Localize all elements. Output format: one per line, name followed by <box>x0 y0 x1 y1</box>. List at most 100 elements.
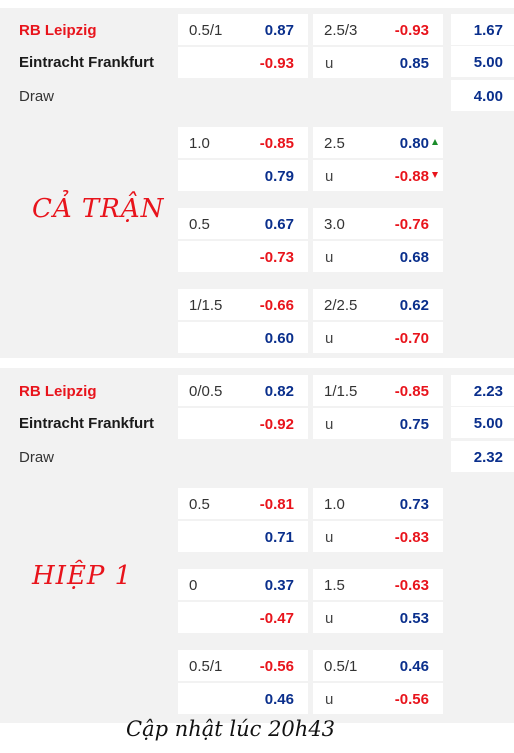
1x2-draw-odds[interactable]: 2.32 <box>473 449 503 466</box>
home-team-name[interactable]: RB Leipzig <box>19 22 97 39</box>
handicap-away-odds[interactable]: 0.60 <box>264 330 294 347</box>
handicap-home-odds[interactable]: -0.66 <box>259 297 294 314</box>
over-odds[interactable]: -0.85 <box>394 383 429 400</box>
handicap-home-odds[interactable]: -0.81 <box>259 496 294 513</box>
handicap-cell <box>178 569 308 600</box>
handicap-line: 0.5 <box>189 216 210 233</box>
under-odds[interactable]: -0.83 <box>394 529 429 546</box>
over-under-line: 1.0 <box>324 496 345 513</box>
under-odds[interactable]: -0.88 <box>394 168 429 185</box>
handicap-away-odds[interactable]: -0.93 <box>259 55 294 72</box>
handicap-line: 1.0 <box>189 135 210 152</box>
over-under-cell <box>313 14 443 45</box>
over-odds[interactable]: 0.73 <box>399 496 429 513</box>
handicap-cell <box>178 683 308 714</box>
handicap-away-odds[interactable]: -0.47 <box>259 610 294 627</box>
under-odds[interactable]: -0.56 <box>394 691 429 708</box>
1x2-cell <box>451 14 514 45</box>
over-under-cell <box>313 375 443 406</box>
handicap-home-odds[interactable]: 0.87 <box>264 22 294 39</box>
update-time-footer: Cập nhật lúc 20h43 <box>126 717 336 741</box>
under-label: u <box>325 691 334 708</box>
handicap-away-odds[interactable]: -0.73 <box>259 249 294 266</box>
home-team-name[interactable]: RB Leipzig <box>19 383 97 400</box>
under-odds[interactable]: 0.75 <box>399 416 429 433</box>
1x2-cell <box>451 46 514 77</box>
over-under-cell <box>313 241 443 272</box>
over-under-cell <box>313 127 443 158</box>
over-under-cell <box>313 683 443 714</box>
under-label: u <box>325 168 334 185</box>
over-odds[interactable]: -0.63 <box>394 577 429 594</box>
1x2-away-odds[interactable]: 5.00 <box>473 54 503 71</box>
over-under-line: 1.5 <box>324 577 345 594</box>
handicap-line: 0.5/1 <box>189 658 223 675</box>
handicap-cell <box>178 160 308 191</box>
over-under-line: 0.5/1 <box>324 658 358 675</box>
over-under-line: 1/1.5 <box>324 383 358 400</box>
handicap-cell <box>178 375 308 406</box>
handicap-away-odds[interactable]: 0.46 <box>264 691 294 708</box>
handicap-cell <box>178 47 308 78</box>
1x2-cell <box>451 375 514 406</box>
handicap-cell <box>178 208 308 239</box>
handicap-line: 0/0.5 <box>189 383 223 400</box>
under-odds[interactable]: 0.53 <box>399 610 429 627</box>
full-time-section: RB Leipzig Eintracht Frankfurt Draw CẢ T… <box>0 8 514 358</box>
handicap-line: 1/1.5 <box>189 297 223 314</box>
over-under-cell <box>313 208 443 239</box>
handicap-line: 0.5 <box>189 496 210 513</box>
under-label: u <box>325 330 334 347</box>
over-odds[interactable]: 0.62 <box>399 297 429 314</box>
1x2-draw-odds[interactable]: 4.00 <box>473 88 503 105</box>
1x2-cell <box>451 441 514 472</box>
over-odds[interactable]: 0.46 <box>399 658 429 675</box>
1x2-home-odds[interactable]: 2.23 <box>473 383 503 400</box>
1x2-away-odds[interactable]: 5.00 <box>473 415 503 432</box>
handicap-cell <box>178 14 308 45</box>
handicap-away-odds[interactable]: 0.79 <box>264 168 294 185</box>
under-odds[interactable]: 0.85 <box>399 55 429 72</box>
over-under-line: 3.0 <box>324 216 345 233</box>
under-odds[interactable]: 0.68 <box>399 249 429 266</box>
away-team-name[interactable]: Eintracht Frankfurt <box>19 415 155 432</box>
over-under-line: 2/2.5 <box>324 297 358 314</box>
over-odds[interactable]: -0.93 <box>394 22 429 39</box>
under-odds[interactable]: -0.70 <box>394 330 429 347</box>
handicap-line: 0.5/1 <box>189 22 223 39</box>
handicap-home-odds[interactable]: 0.37 <box>264 577 294 594</box>
handicap-cell <box>178 289 308 320</box>
over-under-cell <box>313 47 443 78</box>
handicap-cell <box>178 602 308 633</box>
handicap-cell <box>178 241 308 272</box>
handicap-away-odds[interactable]: -0.92 <box>259 416 294 433</box>
handicap-cell <box>178 408 308 439</box>
handicap-cell <box>178 488 308 519</box>
under-label: u <box>325 55 334 72</box>
handicap-home-odds[interactable]: 0.67 <box>264 216 294 233</box>
handicap-line: 0 <box>189 577 198 594</box>
period-label-first-half: HIỆP 1 <box>32 561 133 591</box>
under-label: u <box>325 416 334 433</box>
1x2-home-odds[interactable]: 1.67 <box>473 22 503 39</box>
handicap-home-odds[interactable]: -0.56 <box>259 658 294 675</box>
handicap-home-odds[interactable]: 0.82 <box>264 383 294 400</box>
1x2-cell <box>451 407 514 438</box>
over-under-line: 2.5/3 <box>324 22 358 39</box>
handicap-cell <box>178 521 308 552</box>
over-under-cell <box>313 289 443 320</box>
handicap-cell <box>178 322 308 353</box>
handicap-home-odds[interactable]: -0.85 <box>259 135 294 152</box>
trend-up-icon <box>432 139 438 145</box>
over-odds[interactable]: 0.80 <box>399 135 429 152</box>
over-under-cell <box>313 650 443 681</box>
1x2-cell <box>451 80 514 111</box>
under-label: u <box>325 529 334 546</box>
over-odds[interactable]: -0.76 <box>394 216 429 233</box>
handicap-away-odds[interactable]: 0.71 <box>264 529 294 546</box>
away-team-name[interactable]: Eintracht Frankfurt <box>19 54 155 71</box>
handicap-cell <box>178 127 308 158</box>
first-half-teams-panel: RB Leipzig Eintracht Frankfurt Draw HIỆP… <box>8 368 176 723</box>
over-under-cell <box>313 569 443 600</box>
under-label: u <box>325 610 334 627</box>
